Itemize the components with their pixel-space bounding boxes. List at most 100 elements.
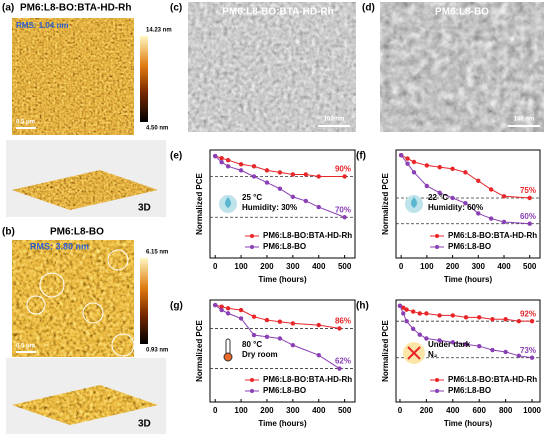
data-point [450, 313, 456, 318]
y-axis-label: Normalized PCE [195, 319, 204, 381]
data-point [501, 194, 507, 199]
rms: RMS: 1.04 nm [16, 21, 68, 30]
data-point [488, 216, 494, 221]
data-point [225, 164, 231, 169]
data-point [463, 342, 469, 347]
x-axis-label: Time (hours) [258, 275, 307, 284]
legend-label: PM6:L8-BO [448, 242, 491, 251]
x-tick-label: 400 [312, 406, 326, 415]
data-point [417, 311, 422, 316]
condition-text: Under dark [428, 340, 471, 349]
scale-bar-label: 100 nm [514, 117, 535, 123]
data-point [264, 317, 270, 323]
legend-label: PM6:L8-BO:BTA-HD-Rh [263, 231, 352, 240]
data-point [264, 180, 270, 185]
scale-bar-label: 0.5 μm [16, 344, 35, 350]
data-point [404, 318, 409, 324]
data-point [316, 204, 321, 210]
legend-marker [250, 389, 254, 393]
data-point [424, 163, 430, 168]
data-point [337, 366, 342, 371]
data-point [405, 161, 410, 166]
rms: RMS: 3.80 nm [30, 241, 89, 251]
data-point [404, 307, 409, 312]
panel-label: (a) [2, 3, 14, 14]
x-tick-label: 400 [446, 406, 460, 415]
x-tick-label: 500 [338, 406, 352, 415]
condition-text: 22 °C [428, 193, 448, 202]
data-point [277, 170, 283, 175]
plot-frame [395, 299, 541, 403]
data-point [411, 159, 417, 165]
data-point [529, 318, 535, 324]
data-point [490, 317, 495, 322]
data-point [290, 342, 296, 348]
x-axis-label: Time (hours) [444, 275, 493, 284]
series-line [400, 154, 530, 199]
x-tick-label: 500 [523, 262, 537, 271]
data-point [238, 307, 244, 313]
condition-text: Humidity: 60% [428, 203, 483, 212]
x-tick-label: 400 [497, 262, 511, 271]
data-point [251, 174, 257, 179]
view-label: 3D [138, 203, 151, 214]
annotation: 60% [520, 212, 536, 221]
condition-icon [225, 197, 231, 208]
x-axis-label: Time (hours) [258, 419, 307, 428]
plot-frame [395, 149, 541, 259]
legend-label: PM6:L8-BO [263, 242, 306, 251]
panel-title: PM6:L8-BO:BTA-HD-Rh [222, 7, 333, 18]
data-point [316, 174, 321, 179]
data-point [527, 221, 532, 226]
data-point [463, 315, 469, 320]
data-point [424, 311, 429, 316]
legend-label: PM6:L8-BO:BTA-HD-Rh [263, 375, 352, 384]
scale-bar-label: 100 nm [324, 117, 345, 123]
data-point [437, 164, 442, 170]
legend-label: PM6:L8-BO:BTA-HD-Rh [448, 231, 537, 240]
data-point [410, 309, 416, 314]
data-point [316, 352, 321, 358]
data-point [450, 195, 455, 201]
legend-label: PM6:L8-BO [448, 386, 491, 395]
x-tick-label: 200 [260, 406, 274, 415]
tem-image [188, 2, 356, 132]
data-point [401, 305, 406, 310]
data-point [316, 322, 321, 328]
data-point [437, 338, 442, 343]
annotation: 90% [335, 165, 351, 174]
series-line [400, 154, 530, 225]
data-point [212, 302, 218, 308]
data-point [503, 349, 508, 355]
data-point [238, 316, 244, 321]
data-point [411, 170, 417, 175]
data-point [225, 157, 231, 163]
x-tick-label: 100 [234, 262, 248, 271]
data-point [424, 336, 429, 341]
condition-icon [223, 352, 233, 362]
panel-label: (e) [170, 151, 182, 162]
panel-label: (d) [362, 3, 375, 14]
x-tick-label: 300 [286, 262, 300, 271]
data-point [417, 332, 422, 337]
data-point [488, 187, 494, 192]
panel-title: PM6:L8-BO:BTA-HD-Rh [20, 3, 131, 14]
data-point [264, 168, 270, 173]
data-point [290, 321, 296, 326]
annotation: 62% [335, 357, 351, 366]
plot-frame [209, 149, 356, 259]
x-tick-label: 300 [472, 262, 486, 271]
panel-label: (b) [2, 227, 15, 238]
data-point [401, 311, 406, 316]
x-tick-label: 200 [260, 262, 274, 271]
view-label: 3D [138, 419, 151, 430]
annotation: 70% [335, 205, 351, 214]
plot-frame [209, 299, 356, 403]
legend-marker [435, 378, 439, 382]
data-point [476, 211, 481, 216]
data-point [277, 186, 283, 191]
data-point [219, 160, 224, 165]
afm-image [12, 18, 134, 135]
annotation: 73% [520, 346, 536, 355]
annotation: 75% [520, 186, 536, 195]
